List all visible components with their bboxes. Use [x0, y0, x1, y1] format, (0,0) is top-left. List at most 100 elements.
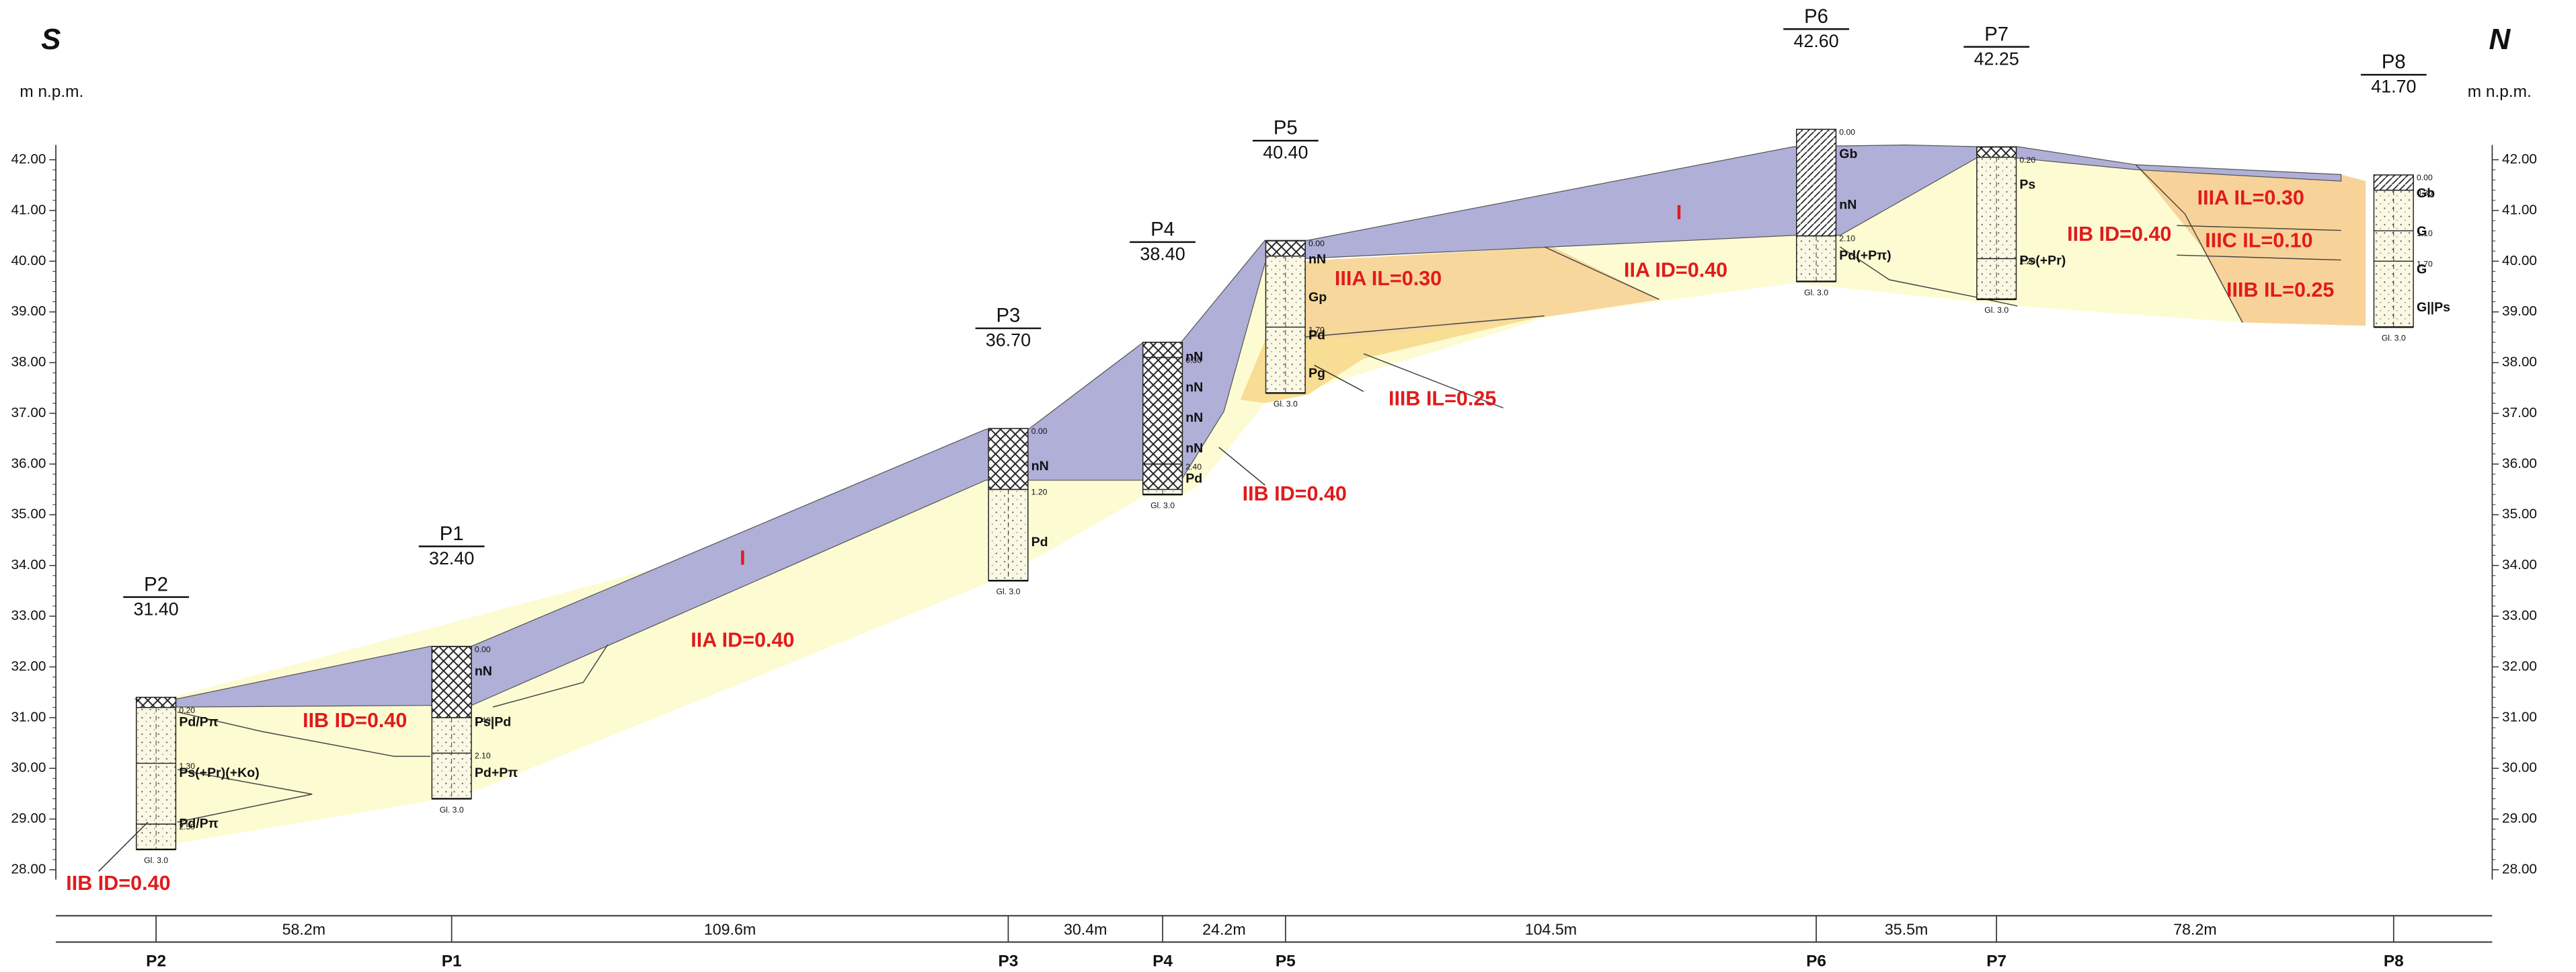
tick-label: 33.00 — [11, 608, 46, 624]
borehole-name: P1 — [440, 523, 464, 545]
south-label: S — [41, 23, 61, 56]
borehole-name: P6 — [1804, 5, 1828, 28]
bottom-label: Gl. 3.0 — [2382, 334, 2406, 343]
depth-label: 1.30 — [179, 761, 195, 771]
soil-label: Pd/Pπ — [179, 715, 218, 730]
zone-label: IIB ID=0.40 — [2067, 223, 2171, 246]
bottom-label: Gl. 3.0 — [144, 856, 168, 865]
north-label: N — [2489, 23, 2511, 56]
tick-label: 29.00 — [2502, 811, 2537, 826]
leader — [98, 821, 149, 872]
station-name: P7 — [1986, 952, 2006, 970]
depth-label: 0.00 — [1839, 127, 1855, 137]
tick-label: 40.00 — [11, 253, 46, 268]
station-name: P2 — [146, 952, 166, 970]
fill-hatch — [988, 428, 1029, 490]
depth-label: 1.10 — [2417, 229, 2433, 238]
soil-label: Ps(+Pr)(+Ko) — [179, 765, 259, 780]
tick-label: 28.00 — [11, 861, 46, 876]
zone-label: IIIB IL=0.25 — [2226, 278, 2334, 301]
depth-label: 1.70 — [1309, 325, 1325, 334]
soil-label: nN — [1031, 459, 1049, 474]
bottom-label: Gl. 3.0 — [1984, 305, 2008, 315]
zone-label: IIIC IL=0.10 — [2205, 229, 2312, 252]
zone-label: IIIA IL=0.30 — [1335, 267, 1442, 290]
bottom-label: Gl. 3.0 — [1274, 400, 1298, 409]
soil-label: Pd — [1185, 472, 1202, 486]
distance-label: 35.5m — [1885, 921, 1928, 938]
soil-label: nN — [475, 664, 492, 679]
tick-label: 39.00 — [2502, 303, 2537, 319]
bottom-label: Gl. 3.0 — [1804, 288, 1828, 297]
zone-label: IIA ID=0.40 — [1624, 259, 1727, 282]
borehole-elevation: 41.70 — [2371, 77, 2416, 97]
tick-label: 36.00 — [11, 455, 46, 471]
zone-label: IIB ID=0.40 — [66, 872, 170, 895]
tick-label: 32.00 — [11, 659, 46, 674]
depth-label: 0.20 — [179, 706, 195, 715]
tick-label: 40.00 — [2502, 253, 2537, 268]
fill-hatch — [136, 696, 177, 708]
soil-label: Pd(+Pπ) — [1839, 248, 1891, 263]
tick-label: 31.00 — [11, 709, 46, 724]
station-name: P3 — [999, 952, 1019, 970]
layer-i — [134, 144, 2342, 708]
soil-label: Pg — [1309, 366, 1325, 381]
borehole-name: P5 — [1274, 117, 1298, 139]
soil-label: nN — [1309, 252, 1326, 267]
unit-label: m n.p.m. — [19, 83, 83, 101]
depth-label: 2.20 — [2019, 257, 2035, 266]
borehole-name: P3 — [997, 305, 1021, 327]
soil-label: Pd — [1309, 328, 1325, 343]
distance-label: 78.2m — [2173, 921, 2217, 938]
soil-label: Ps — [2019, 177, 2035, 192]
depth-label: 0.00 — [1031, 426, 1048, 436]
borehole-elevation: 38.40 — [1140, 244, 1185, 264]
soil-label: Pd — [1031, 535, 1048, 550]
fill-hatch — [1265, 240, 1306, 257]
soil-label: nN — [1185, 380, 1203, 395]
tick-label: 37.00 — [2502, 405, 2537, 420]
zone-label: IIA ID=0.40 — [691, 628, 794, 651]
station-name: P5 — [1276, 952, 1296, 970]
unit-label: m n.p.m. — [2468, 83, 2532, 101]
soil-label: G||Ps — [2417, 300, 2450, 315]
zone-label: I — [1676, 201, 1682, 224]
layer-iiib — [1240, 315, 1545, 404]
zone-label: I — [740, 546, 745, 569]
distance-label: 104.5m — [1525, 921, 1577, 938]
tick-label: 31.00 — [2502, 709, 2537, 724]
depth-label: 2.40 — [1185, 462, 1202, 472]
borehole-elevation: 31.40 — [133, 599, 178, 619]
tick-label: 33.00 — [2502, 608, 2537, 624]
zone-label: IIIB IL=0.25 — [1389, 387, 1496, 410]
tick-label: 38.00 — [2502, 354, 2537, 370]
tick-label: 39.00 — [11, 303, 46, 319]
fill-hatch — [1142, 342, 1183, 490]
zone-label: IIIA IL=0.30 — [2197, 186, 2304, 209]
depth-label: 1.70 — [2417, 259, 2433, 268]
fill-hatch — [1976, 146, 2017, 158]
soil-label: G — [2417, 262, 2427, 277]
soil-label: nN — [1185, 410, 1203, 425]
depth-label: 0.00 — [475, 644, 491, 654]
depth-label: 1.40 — [475, 716, 491, 725]
tick-label: 30.00 — [11, 760, 46, 776]
station-name: P6 — [1806, 952, 1826, 970]
depth-label: 0.30 — [2417, 188, 2433, 198]
borehole-elevation: 40.40 — [1263, 143, 1308, 163]
soil-layers — [134, 144, 2366, 852]
borehole-elevation: 36.70 — [986, 330, 1031, 350]
borehole-name: P7 — [1984, 23, 2008, 45]
depth-label: 0.30 — [1185, 356, 1202, 365]
distance-label: 24.2m — [1202, 921, 1246, 938]
borehole-elevation: 32.40 — [429, 548, 474, 568]
zone-labels: I I IIA ID=0.40 IIA ID=0.40 IIB ID=0.40 IIB I… — [66, 186, 2334, 895]
tick-label: 35.00 — [11, 507, 46, 522]
tick-label: 42.00 — [2502, 151, 2537, 167]
soil-label: Gb — [2417, 186, 2435, 201]
leader — [1314, 365, 1364, 392]
soil-label: Gp — [1309, 290, 1327, 305]
distance-label: 30.4m — [1064, 921, 1107, 938]
soil-label: nN — [1185, 441, 1203, 455]
